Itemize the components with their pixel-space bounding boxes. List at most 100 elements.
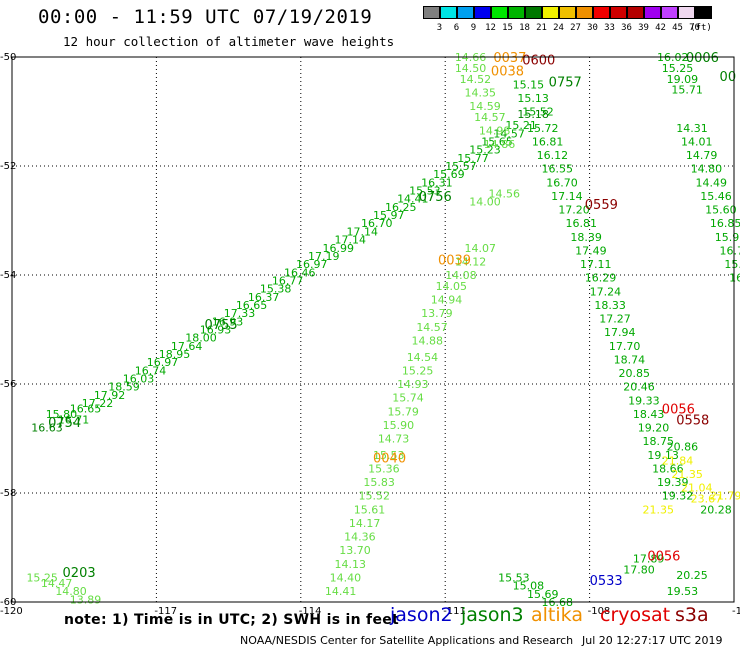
wave-height-value: 15.61 (354, 503, 386, 516)
wave-height-value: 19.09 (667, 73, 699, 86)
colorbar-label: 24 (553, 23, 564, 33)
wave-height-value: 16.77 (272, 274, 304, 287)
wave-height-value: 14.08 (445, 269, 477, 282)
wave-height-value: 16.25 (385, 201, 417, 214)
wave-height-value: 15.08 (513, 580, 545, 593)
legend-s3a: s3a (675, 604, 709, 626)
colorbar-label: 30 (587, 23, 598, 33)
wave-height-value: 15.71 (671, 84, 703, 97)
wave-height-value: 19.20 (638, 422, 670, 435)
wave-height-value: 14.57 (474, 111, 506, 124)
pass-time-label: 0056 (662, 403, 695, 418)
wave-height-value: 16.74 (135, 364, 167, 377)
pass-time-label: 0756 (419, 190, 452, 205)
colorbar-label: 3 (436, 23, 443, 33)
wave-height-value: 15.55 (724, 258, 740, 271)
wave-height-value: 17.49 (575, 244, 607, 257)
wave-height-value: 17.89 (633, 552, 665, 565)
colorbar-swatch (627, 6, 644, 19)
wave-height-value: 14.36 (344, 531, 376, 544)
wave-height-value: 15.72 (527, 122, 559, 135)
wave-height-value: 15.52 (359, 490, 391, 503)
wave-height-value: 14.13 (334, 558, 366, 571)
wave-height-value: 14.93 (397, 378, 429, 391)
wave-height-value: 18.75 (643, 435, 675, 448)
wave-height-value: 14.07 (464, 242, 496, 255)
colorbar-swatch (695, 6, 712, 19)
wave-height-value: 17.24 (590, 285, 622, 298)
wave-height-value: 21.04 (681, 482, 713, 495)
wave-height-value: 21.79 (710, 490, 740, 503)
wave-height-value: 19.33 (628, 394, 660, 407)
wave-height-value: 14.52 (460, 73, 492, 86)
wave-height-observations: 16.6315.8016.7116.6517.2217.9218.5916.03… (26, 51, 740, 609)
pass-time-label: 0040 (373, 452, 406, 467)
colorbar-label: 15 (502, 23, 513, 33)
wave-height-value: 14.35 (464, 86, 496, 99)
lat-tick-label: -56 (0, 379, 16, 390)
wave-height-value: 14.57 (493, 127, 525, 140)
wave-height-value: 16.81 (566, 217, 598, 230)
wave-height-value: 15.53 (373, 449, 405, 462)
wave-height-value: 14.56 (489, 187, 521, 200)
wave-height-value: 17.94 (604, 326, 636, 339)
wave-height-value: 15.95 (715, 231, 740, 244)
colorbar-swatch (576, 6, 593, 19)
colorbar-swatch (474, 6, 491, 19)
wave-height-value: 16.70 (546, 176, 578, 189)
wave-height-value: 20.28 (700, 503, 732, 516)
wave-height-value: 16.93 (200, 324, 232, 337)
wave-height-value: 15.53 (498, 571, 530, 584)
wave-height-value: 16.65 (70, 403, 102, 416)
colorbar-swatch (661, 6, 678, 19)
wave-height-value: 20.85 (618, 367, 650, 380)
wave-height-value: 16.99 (322, 242, 354, 255)
legend-jason3: jason3 (461, 604, 524, 626)
wave-height-value: 17.14 (347, 225, 379, 238)
credit-line: NOAA/NESDIS Center for Satellite Applica… (240, 634, 574, 647)
wave-height-value: 13.70 (339, 544, 371, 557)
wave-height-value: 15.21 (505, 119, 537, 132)
pass-time-label: 0559 (585, 198, 618, 213)
wave-height-value: 16.55 (541, 163, 573, 176)
colorbar-label: 36 (621, 23, 632, 33)
wave-height-value: 21.35 (643, 503, 675, 516)
wave-height-value: 14.49 (695, 176, 727, 189)
wave-height-value: 15.38 (260, 283, 292, 296)
wave-height-value: 16.71 (58, 413, 90, 426)
colorbar-swatch (491, 6, 508, 19)
pass-time-label: 0755 (205, 318, 238, 333)
colorbar-swatch (678, 6, 695, 19)
colorbar-swatch (559, 6, 576, 19)
pass-time-label: 0600 (522, 54, 555, 69)
wave-height-value: 17.70 (609, 340, 641, 353)
wave-height-value: 15.65 (481, 135, 513, 148)
lat-tick-label: -50 (0, 52, 16, 63)
map-title: 00:00 - 11:59 UTC 07/19/2019 (38, 6, 373, 28)
colorbar-label: 45 (672, 23, 683, 33)
wave-height-value: 15.83 (363, 476, 395, 489)
colorbar-swatch (525, 6, 542, 19)
lon-tick-label: -120 (0, 606, 23, 617)
wave-height-value: 15.25 (26, 571, 58, 584)
units-note: note: 1) Time is in UTC; 2) SWH is in fe… (64, 612, 400, 628)
wave-height-value: 17.27 (599, 313, 631, 326)
wave-height-value: 14.98 (479, 125, 511, 138)
legend-cryosat: cryosat (600, 604, 671, 626)
wave-height-value: 19.32 (662, 490, 694, 503)
wave-height-value: 16.93 (212, 315, 244, 328)
wave-height-value: 15.25 (662, 62, 694, 75)
colorbar-label: 27 (570, 23, 581, 33)
wave-height-value: 17.92 (94, 389, 126, 402)
colorbar-label: 39 (638, 23, 649, 33)
wave-height-value: 15.80 (46, 408, 77, 421)
wave-height-value: 20.46 (623, 381, 655, 394)
colorbar-label: 9 (470, 23, 477, 33)
wave-height-value: 14.86 (484, 138, 516, 151)
wave-height-value: 21.35 (671, 468, 703, 481)
lon-tick-label: -108 (588, 606, 611, 617)
wave-height-value: 14.00 (469, 195, 501, 208)
colorbar-swatch (423, 6, 440, 19)
wave-height-value: 14.79 (686, 149, 718, 162)
pass-time-label: 00 (720, 70, 737, 85)
